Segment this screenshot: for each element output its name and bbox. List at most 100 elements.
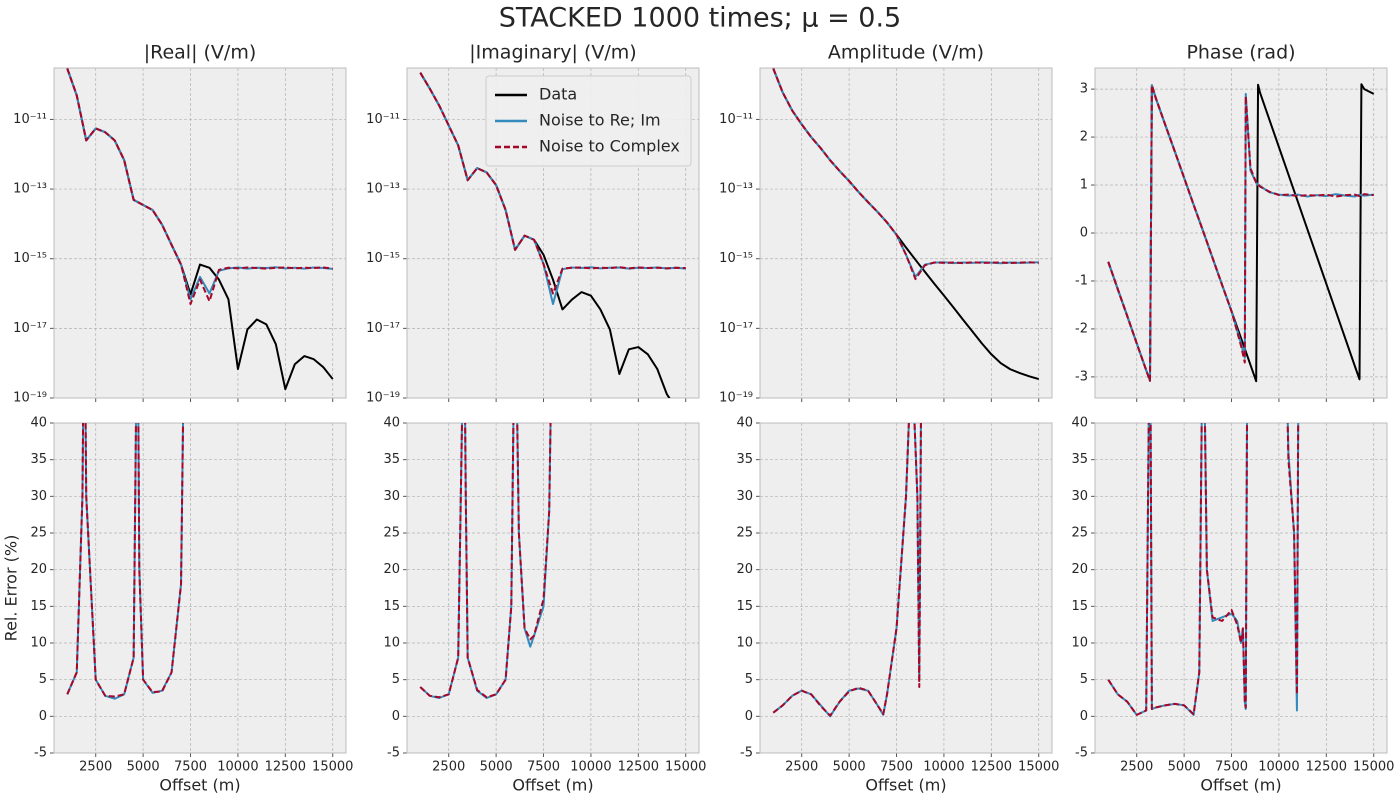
x-tick-label: 12500	[265, 760, 306, 775]
y-tick-label: 25	[1071, 526, 1088, 541]
y-tick-label: 30	[1071, 489, 1088, 504]
plot-background	[407, 423, 699, 753]
panel-title: Amplitude (V/m)	[828, 42, 984, 64]
x-tick-label: 5000	[127, 760, 160, 775]
y-tick-label: 10	[30, 636, 47, 651]
y-tick-label: 35	[1071, 452, 1088, 467]
y-tick-label: 15	[1071, 599, 1088, 614]
y-tick-label: 10⁻¹³	[13, 182, 47, 197]
x-tick-label: 10000	[923, 760, 964, 775]
series-line	[66, 68, 333, 306]
y-tick-label: 10⁻¹³	[366, 182, 400, 197]
y-tick-label: 35	[30, 452, 47, 467]
panel-title: |Imaginary| (V/m)	[469, 42, 636, 64]
x-axis-label: Offset (m)	[512, 776, 593, 795]
plot-background	[54, 68, 346, 398]
plot-frame	[759, 67, 1053, 399]
series-line	[419, 72, 686, 295]
y-tick-label: 2	[1080, 130, 1088, 145]
x-tick-label: 10000	[1258, 760, 1299, 775]
x-tick-label: 15000	[312, 760, 353, 775]
y-tick-label: 0	[392, 709, 400, 724]
y-tick-label: 25	[383, 526, 400, 541]
x-tick-label: 5000	[480, 760, 513, 775]
plot-frame	[1094, 67, 1388, 399]
y-tick-label: 10⁻¹⁹	[13, 391, 47, 406]
y-tick-label: 30	[736, 489, 753, 504]
y-tick-label: 35	[383, 452, 400, 467]
y-tick-label: -5	[387, 746, 400, 761]
y-tick-label: 10⁻¹⁷	[13, 321, 47, 336]
x-tick-label: 7500	[880, 760, 913, 775]
y-tick-label: 20	[736, 562, 753, 577]
legend-label: Noise to Complex	[539, 137, 680, 156]
y-tick-label: -2	[1075, 321, 1088, 336]
y-tick-label: 10⁻¹⁹	[719, 391, 753, 406]
x-tick-label: 10000	[570, 760, 611, 775]
plot-frame	[759, 422, 1053, 754]
x-tick-label: 2500	[785, 760, 818, 775]
series-line	[66, 423, 185, 698]
plot-frame	[406, 67, 700, 399]
legend-box	[485, 75, 692, 167]
series-line	[772, 423, 922, 717]
y-tick-label: 40	[383, 416, 400, 431]
y-tick-label: 10⁻¹⁹	[366, 391, 400, 406]
y-tick-label: 5	[39, 672, 47, 687]
y-tick-label: 10⁻¹¹	[719, 112, 753, 127]
plot-frame	[53, 422, 347, 754]
y-tick-label: -3	[1075, 369, 1088, 384]
x-tick-label: 12500	[618, 760, 659, 775]
y-tick-label: 5	[745, 672, 753, 687]
x-tick-label: 7500	[1215, 760, 1248, 775]
series-line	[1107, 84, 1374, 382]
plot-background	[760, 68, 1052, 398]
y-tick-label: 0	[1080, 226, 1088, 241]
y-tick-label: 10⁻¹⁷	[366, 321, 400, 336]
y-tick-label: 1	[1080, 178, 1088, 193]
y-tick-label: 15	[383, 599, 400, 614]
x-tick-label: 15000	[665, 760, 706, 775]
x-tick-label: 2500	[432, 760, 465, 775]
y-tick-label: 10⁻¹⁷	[719, 321, 753, 336]
x-tick-label: 2500	[79, 760, 112, 775]
y-tick-label: 15	[736, 599, 753, 614]
legend-label: Data	[539, 85, 577, 104]
y-axis-label: Rel. Error (%)	[2, 535, 21, 642]
y-tick-label: 40	[736, 416, 753, 431]
y-tick-label: -1	[1075, 273, 1088, 288]
plot-background	[1095, 423, 1387, 753]
x-tick-label: 15000	[1018, 760, 1059, 775]
y-tick-label: 15	[30, 599, 47, 614]
x-axis-label: Offset (m)	[1200, 776, 1281, 795]
x-axis-label: Offset (m)	[159, 776, 240, 795]
y-tick-label: 3	[1080, 82, 1088, 97]
y-tick-label: 10	[383, 636, 400, 651]
y-tick-label: 10⁻¹¹	[366, 112, 400, 127]
plot-background	[54, 423, 346, 753]
y-tick-label: -5	[34, 746, 47, 761]
y-tick-label: 20	[383, 562, 400, 577]
y-tick-label: 35	[736, 452, 753, 467]
x-axis-label: Offset (m)	[865, 776, 946, 795]
figure-title: STACKED 1000 times; μ = 0.5	[499, 3, 901, 34]
y-tick-label: 20	[1071, 562, 1088, 577]
plot-frame	[1094, 422, 1388, 754]
x-tick-label: 5000	[1168, 760, 1201, 775]
y-tick-label: -5	[1075, 746, 1088, 761]
legend-label: Noise to Re; Im	[539, 111, 661, 130]
plot-frame	[406, 422, 700, 754]
y-tick-label: 10⁻¹⁵	[13, 251, 47, 266]
panel-title: Phase (rad)	[1186, 42, 1295, 64]
y-tick-label: 10⁻¹¹	[13, 112, 47, 127]
x-tick-label: 12500	[1306, 760, 1347, 775]
panel-title: |Real| (V/m)	[144, 42, 257, 64]
y-tick-label: 0	[745, 709, 753, 724]
y-tick-label: 10⁻¹³	[719, 182, 753, 197]
y-tick-label: 0	[39, 709, 47, 724]
series-line	[1107, 423, 1300, 716]
y-tick-label: 10⁻¹⁵	[719, 251, 753, 266]
series-line	[772, 68, 1039, 281]
x-tick-label: 2500	[1120, 760, 1153, 775]
